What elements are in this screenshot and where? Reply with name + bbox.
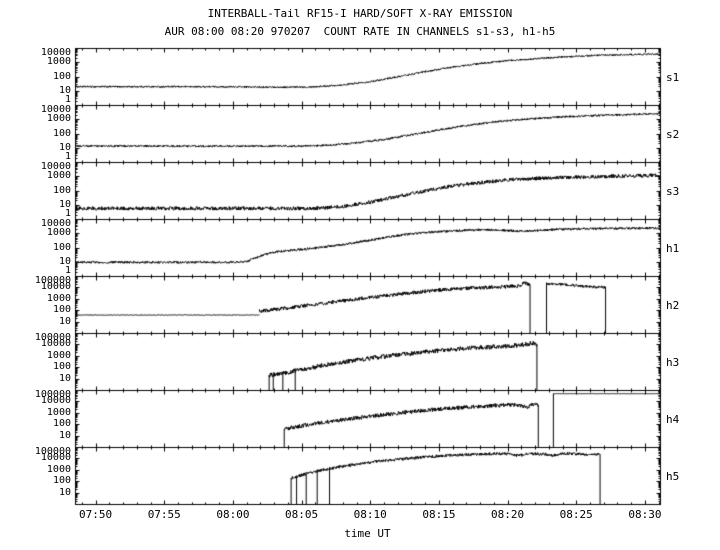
y-tick-label: 1: [64, 265, 71, 276]
y-tick-label: 10000: [40, 218, 71, 229]
chart-title: INTERBALL-Tail RF15-I HARD/SOFT X-RAY EM…: [207, 7, 513, 20]
y-tick-label: 10000: [40, 452, 71, 464]
x-axis-title: time UT: [344, 527, 391, 540]
channel-label: h3: [666, 355, 680, 369]
y-tick-label: 10: [58, 255, 71, 267]
y-tick-label: 1000: [46, 406, 71, 418]
y-tick-label: 10: [58, 486, 71, 498]
x-tick-label: 08:05: [285, 508, 319, 521]
y-tick-label: 10000: [40, 281, 71, 293]
channel-label: h5: [666, 469, 680, 483]
y-tick-label: 100000: [34, 389, 71, 400]
y-tick-label: 100: [52, 304, 71, 316]
x-tick-label: 08:10: [353, 508, 387, 521]
y-tick-label: 1000: [46, 463, 71, 475]
y-tick-label: 10: [58, 372, 71, 384]
y-tick-label: 100000: [34, 332, 71, 343]
y-tick-label: 100: [52, 241, 71, 253]
x-tick-label: 08:00: [216, 508, 250, 521]
x-tick-label: 07:55: [147, 508, 181, 521]
channel-label: s3: [666, 184, 680, 198]
y-tick-label: 10000: [40, 47, 71, 58]
y-tick-label: 10: [58, 84, 71, 96]
channel-label: h4: [666, 412, 680, 426]
x-tick-label: 08:25: [559, 508, 593, 521]
y-tick-label: 100000: [34, 446, 71, 457]
y-tick-label: 1000: [46, 292, 71, 304]
channel-label: s2: [666, 127, 680, 141]
channel-label: h1: [666, 241, 680, 255]
y-tick-label: 100: [52, 361, 71, 373]
channel-label: s1: [666, 70, 680, 84]
y-tick-label: 100: [52, 418, 71, 430]
y-tick-label: 10000: [40, 338, 71, 350]
y-tick-label: 100: [52, 475, 71, 487]
chart-subtitle: AUR 08:00 08:20 970207 COUNT RATE IN CHA…: [164, 25, 556, 38]
x-tick-label: 08:15: [422, 508, 456, 521]
y-tick-label: 10: [58, 198, 71, 210]
y-tick-label: 10000: [40, 104, 71, 115]
x-tick-label: 07:50: [79, 508, 113, 521]
y-tick-label: 100: [52, 127, 71, 139]
x-tick-label: 08:30: [628, 508, 662, 521]
y-tick-label: 10000: [40, 161, 71, 172]
y-tick-label: 1000: [46, 349, 71, 361]
y-tick-label: 10000: [40, 395, 71, 407]
y-tick-label: 1000: [46, 56, 71, 68]
y-tick-label: 10: [58, 315, 71, 327]
y-tick-label: 1: [64, 151, 71, 162]
y-tick-label: 10: [58, 429, 71, 441]
y-tick-label: 10: [58, 141, 71, 153]
channel-label: h2: [666, 298, 680, 312]
y-tick-label: 1000: [46, 170, 71, 182]
y-tick-label: 100: [52, 184, 71, 196]
y-tick-label: 100000: [34, 275, 71, 286]
x-tick-label: 08:20: [491, 508, 525, 521]
y-tick-label: 1000: [46, 227, 71, 239]
y-tick-label: 1000: [46, 113, 71, 125]
y-tick-label: 1: [64, 94, 71, 105]
y-tick-label: 100: [52, 70, 71, 82]
y-tick-label: 1: [64, 208, 71, 219]
